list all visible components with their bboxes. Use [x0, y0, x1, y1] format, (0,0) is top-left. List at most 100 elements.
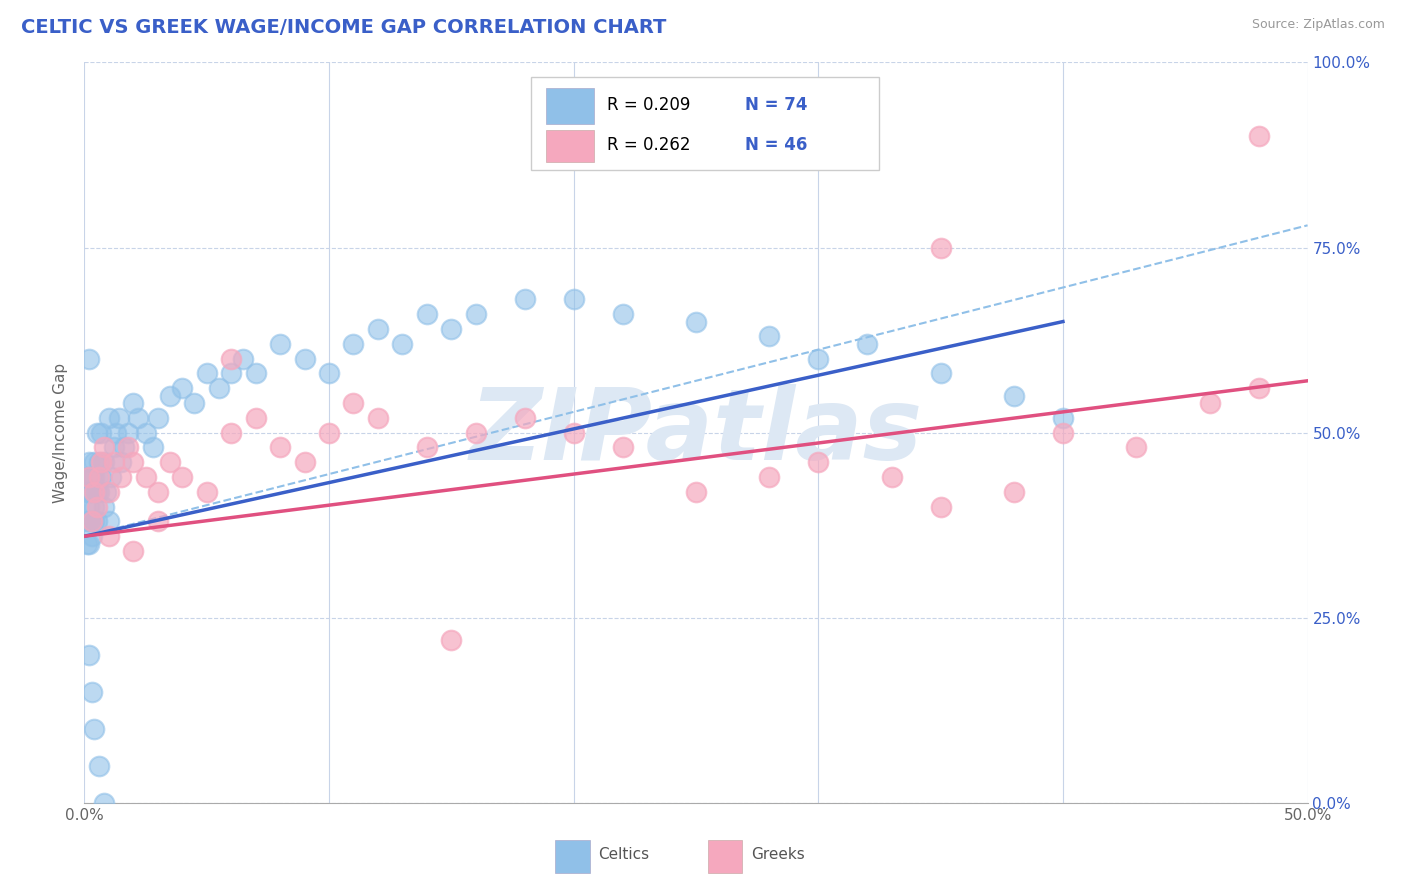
Point	[513, 410, 536, 425]
Point	[112, 441, 135, 455]
Point	[232, 351, 254, 366]
Point	[245, 367, 267, 381]
Point	[83, 722, 105, 736]
Point	[87, 758, 110, 772]
Point	[103, 455, 125, 469]
Point	[612, 441, 634, 455]
Point	[83, 484, 105, 499]
Point	[117, 441, 139, 455]
Text: Celtics: Celtics	[598, 847, 650, 863]
Point	[318, 367, 340, 381]
Text: N = 74: N = 74	[745, 95, 807, 113]
Point	[103, 441, 125, 455]
Point	[76, 470, 98, 484]
Point	[86, 500, 108, 514]
Point	[77, 484, 100, 499]
Point	[86, 425, 108, 440]
Point	[77, 500, 100, 514]
Point	[391, 336, 413, 351]
Point	[195, 484, 218, 499]
Point	[83, 500, 105, 514]
Point	[416, 441, 439, 455]
Point	[83, 515, 105, 529]
Point	[80, 484, 103, 499]
Text: CELTIC VS GREEK WAGE/INCOME GAP CORRELATION CHART: CELTIC VS GREEK WAGE/INCOME GAP CORRELAT…	[21, 18, 666, 37]
Point	[122, 455, 145, 469]
Point	[87, 455, 110, 469]
Bar	[531, 78, 880, 169]
Point	[90, 425, 112, 440]
Point	[76, 536, 98, 550]
Point	[612, 307, 634, 321]
Point	[93, 441, 115, 455]
Point	[77, 455, 100, 469]
Point	[562, 293, 585, 307]
Point	[880, 470, 903, 484]
Point	[107, 410, 129, 425]
Point	[758, 470, 780, 484]
Point	[758, 329, 780, 343]
Point	[90, 470, 112, 484]
Point	[80, 515, 103, 529]
Point	[110, 470, 132, 484]
Point	[122, 396, 145, 410]
Point	[110, 455, 132, 469]
Point	[159, 455, 181, 469]
Point	[80, 515, 103, 529]
Point	[159, 388, 181, 402]
Point	[318, 425, 340, 440]
Point	[416, 307, 439, 321]
Point	[294, 351, 316, 366]
Text: N = 46: N = 46	[745, 136, 807, 153]
Point	[172, 381, 194, 395]
Point	[1247, 129, 1270, 144]
Point	[195, 367, 218, 381]
Point	[1002, 388, 1025, 402]
Point	[77, 536, 100, 550]
Bar	[555, 840, 589, 873]
Text: Source: ZipAtlas.com: Source: ZipAtlas.com	[1251, 18, 1385, 31]
Point	[269, 336, 291, 351]
Point	[97, 484, 120, 499]
Point	[685, 314, 707, 328]
Point	[122, 544, 145, 558]
Point	[83, 455, 105, 469]
Bar	[709, 840, 742, 873]
Point	[80, 529, 103, 543]
Point	[146, 484, 169, 499]
Point	[146, 515, 169, 529]
Point	[142, 441, 165, 455]
Point	[97, 515, 120, 529]
Point	[856, 336, 879, 351]
Point	[100, 470, 122, 484]
Point	[929, 367, 952, 381]
Point	[87, 484, 110, 499]
Point	[1052, 425, 1074, 440]
Point	[245, 410, 267, 425]
Point	[1125, 441, 1147, 455]
Point	[464, 307, 486, 321]
Point	[77, 351, 100, 366]
Point	[135, 425, 157, 440]
Point	[219, 351, 242, 366]
Point	[1052, 410, 1074, 425]
Point	[76, 484, 98, 499]
Point	[807, 351, 830, 366]
Point	[77, 648, 100, 662]
Bar	[546, 88, 595, 124]
Text: R = 0.262: R = 0.262	[606, 136, 690, 153]
Point	[342, 396, 364, 410]
Point	[93, 500, 115, 514]
Point	[146, 410, 169, 425]
Text: R = 0.209: R = 0.209	[606, 95, 690, 113]
Point	[294, 455, 316, 469]
Point	[97, 410, 120, 425]
Point	[219, 367, 242, 381]
Point	[97, 529, 120, 543]
Bar	[546, 130, 595, 162]
Point	[807, 455, 830, 469]
Point	[269, 441, 291, 455]
Point	[685, 484, 707, 499]
Point	[440, 632, 463, 647]
Point	[105, 425, 128, 440]
